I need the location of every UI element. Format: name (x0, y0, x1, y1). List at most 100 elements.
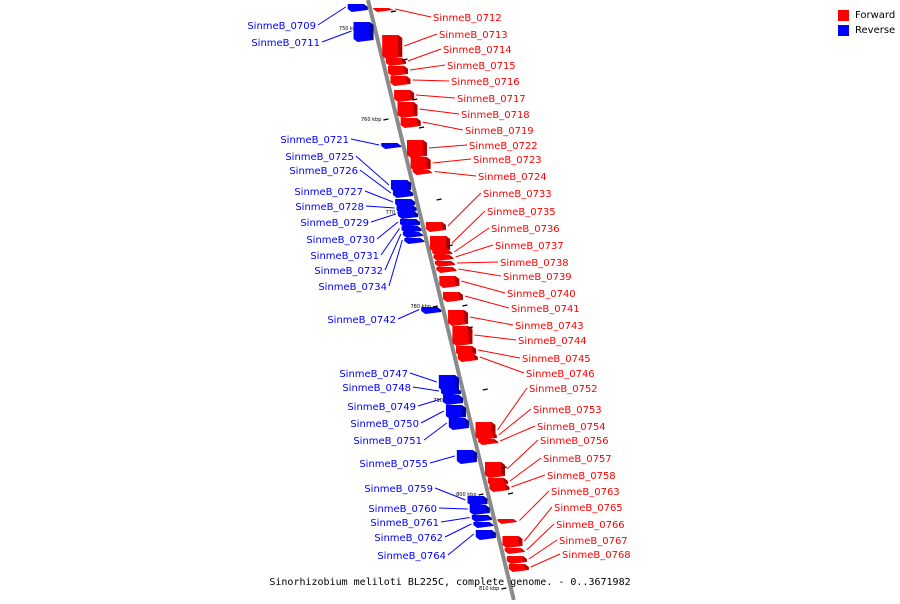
forward-gene-connector (453, 227, 490, 253)
forward-gene-block-side (413, 102, 418, 116)
forward-gene-connector (477, 349, 521, 359)
reverse-gene-connector (364, 190, 394, 203)
reverse-gene-label: SinmeB_0755 (359, 459, 428, 470)
reverse-gene-label: SinmeB_0709 (247, 21, 316, 32)
feature-tick (467, 326, 473, 329)
forward-swatch (838, 10, 849, 21)
forward-gene-block-side (404, 66, 409, 74)
forward-gene-block (442, 292, 463, 302)
reverse-gene-block (441, 388, 462, 396)
reverse-gene-connector (423, 422, 448, 441)
reverse-gene-connector (317, 6, 346, 26)
forward-gene-block-side (448, 250, 453, 254)
forward-gene-label: SinmeB_0746 (526, 369, 595, 380)
forward-gene-connector (416, 94, 456, 99)
feature-tick (412, 98, 418, 101)
forward-gene-label: SinmeB_0763 (551, 487, 620, 498)
forward-gene-connector (409, 64, 446, 71)
scale-label: 760 kbp (361, 117, 381, 123)
reverse-gene-block (402, 232, 423, 238)
reverse-gene-block (438, 375, 459, 391)
forward-gene-label: SinmeB_0736 (491, 224, 560, 235)
forward-gene-label: SinmeB_0758 (547, 471, 616, 482)
forward-gene-block-side (522, 556, 527, 562)
reverse-gene-connector (409, 372, 437, 383)
forward-gene-block (430, 236, 451, 252)
reverse-gene-block-side (414, 211, 419, 217)
forward-gene-block-side (468, 326, 473, 344)
forward-gene-block (382, 35, 403, 59)
reverse-gene-label: SinmeB_0721 (280, 135, 349, 146)
reverse-gene-block-side (406, 180, 411, 190)
reverse-gene-label: SinmeB_0751 (353, 436, 422, 447)
forward-gene-block (390, 76, 411, 86)
reverse-gene-connector (440, 517, 470, 523)
forward-gene-connector (434, 171, 477, 177)
reverse-gene-label: SinmeB_0728 (295, 202, 364, 213)
reverse-swatch (838, 25, 849, 36)
forward-gene-block (502, 536, 523, 548)
legend-reverse: Reverse (838, 23, 895, 38)
forward-gene-connector (506, 439, 539, 470)
forward-gene-label: SinmeB_0752 (529, 384, 598, 395)
forward-gene-connector (422, 121, 464, 131)
forward-gene-block (434, 261, 455, 267)
reverse-gene-block-side (485, 505, 490, 513)
reverse-gene-connector (365, 205, 395, 209)
reverse-gene-block-side (420, 238, 425, 242)
reverse-gene-block (353, 22, 374, 42)
forward-gene-block (394, 90, 415, 102)
reverse-gene-connector (434, 487, 466, 501)
forward-gene-block (508, 564, 529, 572)
reverse-gene-label: SinmeB_0742 (327, 315, 396, 326)
forward-gene-block (410, 157, 431, 171)
reverse-gene-block-side (472, 450, 477, 462)
forward-gene-block-side (389, 8, 394, 11)
reverse-gene-label: SinmeB_0732 (314, 266, 383, 277)
forward-gene-label: SinmeB_0743 (515, 321, 584, 332)
forward-gene-connector (412, 79, 450, 82)
forward-gene-label: SinmeB_0713 (439, 30, 508, 41)
forward-gene-connector (524, 506, 553, 542)
forward-gene-label: SinmeB_0722 (469, 141, 538, 152)
legend-reverse-label: Reverse (855, 25, 896, 36)
reverse-gene-label: SinmeB_0729 (300, 218, 369, 229)
forward-gene-block-side (500, 462, 505, 476)
reverse-gene-label: SinmeB_0761 (370, 518, 439, 529)
feature-tick (390, 10, 397, 13)
forward-gene-label: SinmeB_0753 (533, 405, 602, 416)
forward-gene-block-side (406, 76, 411, 84)
forward-gene-block (497, 519, 518, 524)
feature-tick (436, 198, 442, 201)
reverse-gene-block (473, 522, 494, 528)
reverse-gene-connector (429, 455, 455, 464)
reverse-gene-label: SinmeB_0747 (339, 369, 408, 380)
forward-gene-block-side (398, 35, 403, 57)
reverse-gene-label: SinmeB_0750 (350, 419, 419, 430)
forward-gene-block-side (428, 170, 433, 173)
reverse-gene-connector (350, 138, 380, 146)
reverse-gene-connector (380, 228, 400, 256)
forward-gene-connector (526, 523, 555, 551)
reverse-gene-block (421, 307, 442, 314)
reverse-gene-block (471, 515, 492, 522)
reverse-gene-block-side (412, 205, 417, 211)
reverse-gene-label: SinmeB_0748 (342, 383, 411, 394)
scale-label: 770 kbp (386, 210, 406, 216)
forward-gene-label: SinmeB_0714 (443, 45, 512, 56)
reverse-gene-block-side (437, 307, 442, 312)
sequence-axis (366, 0, 516, 601)
reverse-gene-label: SinmeB_0762 (374, 533, 443, 544)
forward-gene-label: SinmeB_0715 (447, 61, 516, 72)
forward-gene-block-side (416, 118, 421, 126)
reverse-gene-block (404, 238, 425, 244)
feature-tick (447, 244, 453, 247)
legend-forward: Forward (838, 8, 895, 23)
forward-gene-block (400, 118, 421, 128)
reverse-gene-label: SinmeB_0730 (306, 235, 375, 246)
forward-gene-block-side (458, 292, 463, 300)
reverse-gene-label: SinmeB_0749 (347, 402, 416, 413)
reverse-gene-block (390, 180, 411, 192)
reverse-gene-block (401, 226, 422, 233)
